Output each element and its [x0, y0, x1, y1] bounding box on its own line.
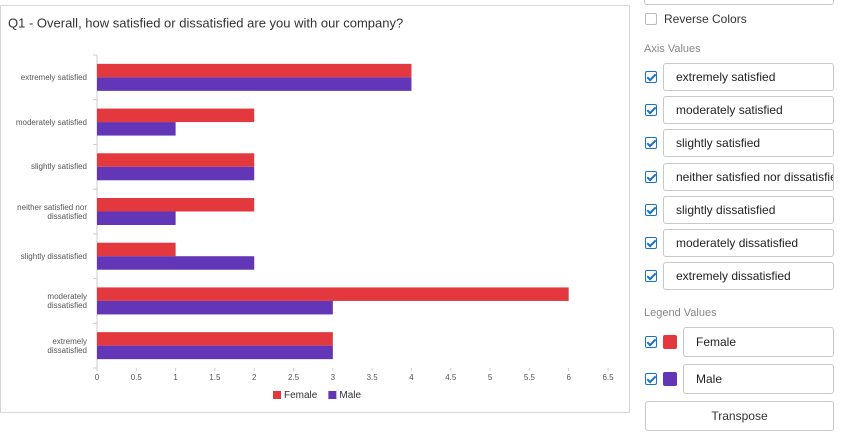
- axis-value-field[interactable]: slightly dissatisfied: [663, 195, 834, 224]
- legend-value-swatch[interactable]: [663, 372, 677, 386]
- chart: Q1 - Overall, how satisfied or dissatisf…: [0, 5, 630, 413]
- x-tick-label: 2: [252, 373, 257, 382]
- bar: [97, 211, 176, 225]
- legend-value-swatch[interactable]: [663, 335, 677, 349]
- dropdown[interactable]: [644, 0, 834, 5]
- x-tick-label: 2.5: [288, 373, 300, 382]
- bar: [97, 153, 255, 167]
- y-tick-label: moderately satisfied: [15, 117, 87, 127]
- x-tick-label: 1: [173, 373, 178, 382]
- bar: [97, 242, 176, 257]
- axis-value-field[interactable]: extremely dissatisfied: [663, 262, 834, 291]
- settings-panel: Reverse Colors Axis Values Legend Values…: [632, 0, 850, 439]
- bar: [97, 122, 176, 136]
- axis-value-field[interactable]: neither satisfied nor dissatisfied: [663, 162, 834, 191]
- legend-value-field[interactable]: Male: [683, 364, 834, 394]
- x-tick-label: 0: [95, 373, 100, 382]
- chart-title: Q1 - Overall, how satisfied or dissatisf…: [8, 15, 403, 30]
- y-tick-label: extremely satisfied: [20, 72, 87, 82]
- bar: [97, 77, 412, 91]
- y-tick-label: slightly dissatisfied: [20, 251, 87, 261]
- axis-value-field[interactable]: moderately satisfied: [663, 96, 834, 125]
- x-tick-label: 6.5: [602, 373, 614, 382]
- y-tick-label-box: neither satisfied nor dissatisfied: [17, 202, 87, 221]
- y-tick-label: neither satisfied nor dissatisfied: [17, 202, 87, 221]
- axis-value-checkbox[interactable]: [645, 104, 657, 117]
- bar: [97, 345, 333, 360]
- x-tick-label: 4.5: [445, 373, 457, 382]
- y-tick-label-box: extremely dissatisfied: [47, 336, 87, 355]
- y-tick-label: slightly satisfied: [30, 162, 87, 172]
- bar: [97, 63, 412, 78]
- legend-label: Female: [284, 390, 318, 401]
- transpose-button[interactable]: Transpose: [645, 401, 834, 431]
- y-tick-label-box: moderately dissatisfied: [47, 291, 87, 310]
- reverse-colors-checkbox[interactable]: [645, 13, 657, 25]
- axis-value-checkbox[interactable]: [645, 270, 657, 283]
- chart-frame: [0, 5, 630, 413]
- y-tick-label-box: extremely satisfied: [20, 72, 87, 82]
- legend-swatch: [273, 391, 281, 399]
- axis-value-field[interactable]: moderately dissatisfied: [663, 229, 834, 257]
- axis-value-checkbox[interactable]: [645, 137, 657, 150]
- bar: [97, 166, 255, 181]
- axis-value-checkbox[interactable]: [645, 237, 657, 249]
- reverse-colors-label: Reverse Colors: [664, 12, 747, 26]
- legend-value-field[interactable]: Female: [683, 327, 834, 357]
- legend-label: Male: [339, 390, 361, 401]
- bar: [97, 332, 333, 346]
- legend-swatch: [328, 391, 337, 399]
- axis-value-checkbox[interactable]: [645, 170, 657, 183]
- y-tick-label-box: moderately satisfied: [15, 117, 87, 127]
- y-tick-label: extremely dissatisfied: [47, 336, 87, 355]
- x-tick-label: 3.5: [367, 373, 379, 382]
- x-tick-label: 5.5: [524, 373, 536, 382]
- y-tick-label-box: slightly satisfied: [30, 162, 87, 172]
- x-tick-label: 5: [488, 373, 493, 382]
- x-tick-label: 4: [409, 373, 414, 382]
- x-tick-label: 1.5: [209, 373, 221, 382]
- bar: [97, 198, 255, 212]
- x-tick-label: 0.5: [131, 373, 143, 382]
- bar: [97, 300, 333, 315]
- axis-value-field[interactable]: extremely satisfied: [663, 63, 834, 91]
- axis-value-field[interactable]: slightly satisfied: [663, 129, 834, 158]
- axis-value-checkbox[interactable]: [645, 203, 657, 216]
- x-tick-label: 3: [331, 373, 336, 382]
- axis-value-checkbox[interactable]: [645, 71, 657, 83]
- legend-values-heading: Legend Values: [644, 307, 717, 319]
- bar: [97, 256, 255, 270]
- y-tick-label: moderately dissatisfied: [47, 291, 87, 310]
- legend-value-checkbox[interactable]: [645, 336, 657, 348]
- bar: [97, 108, 255, 123]
- legend-value-checkbox[interactable]: [645, 373, 657, 385]
- y-tick-label-box: slightly dissatisfied: [20, 251, 87, 261]
- x-tick-label: 6: [566, 373, 571, 382]
- axis-values-heading: Axis Values: [644, 43, 701, 55]
- bar: [97, 287, 569, 301]
